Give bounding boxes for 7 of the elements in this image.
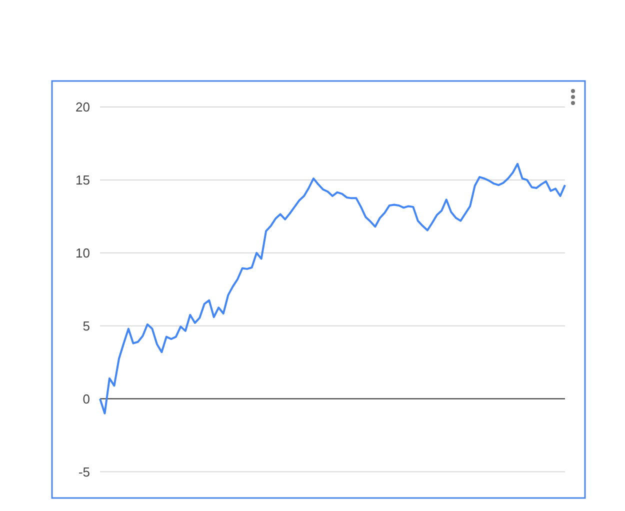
y-tick-label: 0	[82, 391, 90, 406]
y-tick-label: 10	[76, 245, 90, 260]
y-tick-label: 15	[76, 172, 90, 188]
y-tick-label: -5	[78, 464, 90, 480]
y-tick-label: 20	[76, 100, 90, 115]
line-series	[99, 162, 566, 414]
y-tick-label: 5	[82, 318, 90, 334]
